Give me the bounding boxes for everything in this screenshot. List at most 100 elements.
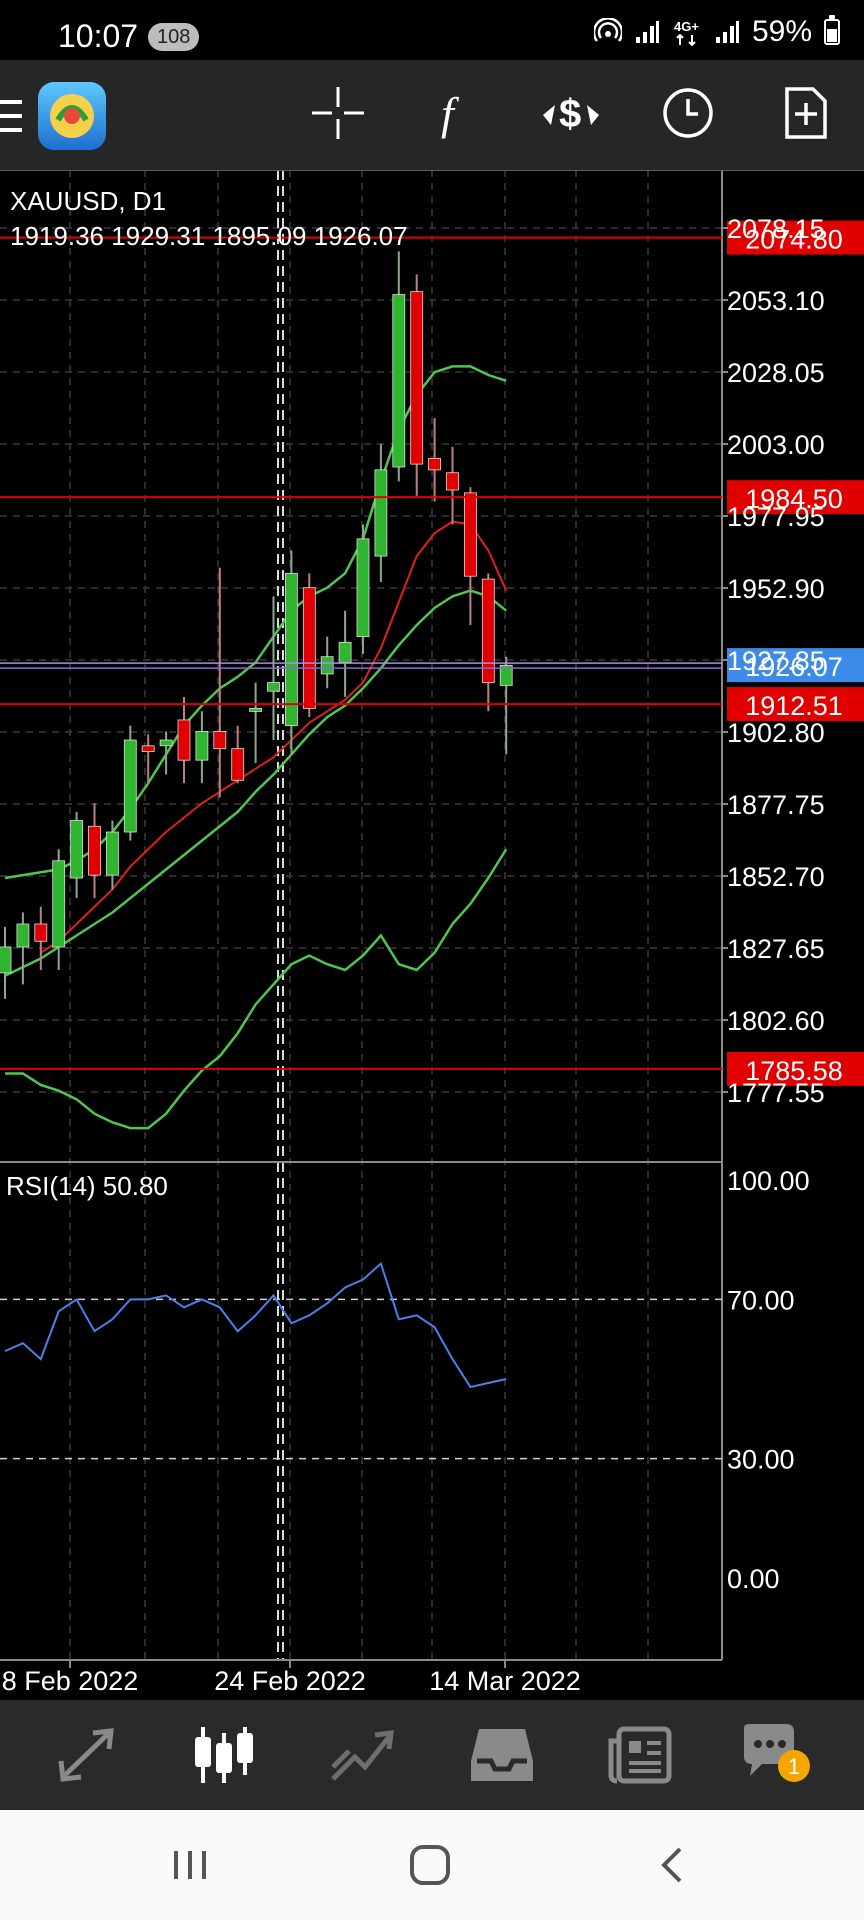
rsi-tick-label: 100.00	[727, 1166, 810, 1196]
time-tick-label: 14 Mar 2022	[429, 1666, 581, 1696]
price-tick-label: 1952.90	[727, 574, 825, 604]
candle-body	[446, 472, 459, 491]
candle-body	[428, 457, 442, 471]
price-tick-label: 1777.55	[727, 1078, 825, 1108]
current-price-label: 1926.07	[745, 652, 843, 682]
price-tick-label: 2053.10	[727, 286, 825, 316]
indicators-icon[interactable]: f	[420, 78, 490, 148]
svg-text:4G+: 4G+	[674, 19, 699, 34]
candle-body	[231, 748, 245, 781]
bollinger-upper-line	[4, 365, 507, 880]
candle-body	[195, 731, 209, 761]
price-tick-label: 2003.00	[727, 430, 825, 460]
candle-body	[52, 860, 66, 948]
price-tick-label: 1877.75	[727, 790, 825, 820]
candle-body	[70, 820, 83, 879]
candle-body	[141, 745, 155, 752]
price-levels: 2074.80 1984.50 1912.51 1785.58 1926.07	[0, 220, 864, 1086]
candles	[0, 251, 513, 999]
rsi-line	[4, 1261, 507, 1389]
rsi-tick-label: 70.00	[727, 1285, 795, 1315]
rsi-label: RSI(14) 50.80	[6, 1171, 168, 1201]
price-level-tag	[727, 1051, 864, 1086]
messages-badge-count: 1	[788, 1754, 800, 1779]
bollinger-lower-line	[5, 848, 508, 1130]
messages-tab-icon[interactable]: 1	[724, 1720, 824, 1790]
candle-body	[410, 291, 424, 465]
price-chart[interactable]: 2074.80 1984.50 1912.51 1785.58 1926.07 100.…	[0, 170, 864, 1700]
recent-apps-icon[interactable]	[160, 1840, 220, 1890]
system-navigation-bar	[0, 1810, 864, 1920]
ma-line	[40, 520, 508, 954]
news-tab-icon[interactable]	[600, 1720, 680, 1790]
svg-text:f: f	[441, 88, 460, 139]
time-tick-label: 8 Feb 2022	[2, 1666, 139, 1696]
price-tick-label: 1902.80	[727, 718, 825, 748]
price-level-tag	[727, 687, 864, 722]
candle-body	[302, 587, 316, 709]
menu-icon[interactable]	[0, 96, 24, 136]
objects-icon[interactable]: $	[536, 78, 606, 148]
candle-body	[88, 825, 101, 876]
chart-grid	[0, 170, 864, 1661]
candle-body	[16, 923, 30, 948]
candle-body	[123, 739, 137, 833]
timeframe-clock-icon[interactable]	[653, 78, 723, 148]
data-4g-icon: 4G+	[674, 19, 699, 47]
candle-body	[356, 538, 370, 637]
price-tick-label: 2078.15	[727, 214, 825, 244]
candle-body	[392, 294, 406, 468]
status-time: 10:07	[58, 18, 139, 54]
candle-body	[106, 831, 119, 876]
candle-body	[249, 708, 263, 712]
back-icon[interactable]	[644, 1840, 704, 1890]
battery-icon	[824, 15, 840, 45]
candle-body	[481, 578, 495, 683]
status-icons: 4G+ 59%	[593, 14, 840, 50]
signal-icon	[715, 21, 739, 43]
moving-average	[40, 520, 508, 954]
candle-body	[463, 492, 477, 577]
quotes-tab-icon[interactable]	[48, 1720, 128, 1790]
rsi-tick-label: 30.00	[727, 1445, 795, 1475]
chart-tab-icon[interactable]	[184, 1720, 264, 1790]
rsi-tick-label: 0.00	[727, 1564, 780, 1594]
candle-body	[177, 719, 191, 761]
candle-body	[338, 641, 352, 663]
candle-body	[0, 946, 12, 974]
crosshair-icon[interactable]	[303, 78, 373, 148]
chart-toolbar: f $	[0, 60, 864, 170]
notification-count-badge: 108	[148, 23, 200, 51]
price-level-label: 1912.51	[745, 691, 843, 721]
trade-tab-icon[interactable]	[322, 1720, 402, 1790]
battery-percent: 59%	[751, 15, 812, 48]
time-axis: 8 Feb 2022 24 Feb 2022 14 Mar 2022	[2, 1660, 581, 1696]
metatrader-logo	[36, 80, 108, 152]
price-level-label: 1785.58	[745, 1056, 843, 1086]
time-tick-label: 24 Feb 2022	[214, 1666, 366, 1696]
candle-body	[267, 682, 280, 692]
candle-body	[213, 731, 227, 750]
signal-icon	[635, 21, 659, 43]
price-tick-label: 1927.85	[727, 646, 825, 676]
candle-body	[34, 923, 48, 942]
price-axis: 2078.15 2053.10 2028.05 2003.00 1977.95 1952.…	[722, 214, 825, 1108]
bottom-navigation: 1	[0, 1700, 864, 1810]
price-level-tag	[727, 480, 864, 515]
history-tab-icon[interactable]	[462, 1720, 542, 1790]
price-level-label: 2074.80	[745, 225, 843, 255]
ohlc-label: 1919.36 1929.31 1895.09 1926.07	[10, 221, 408, 251]
price-level-tag	[727, 220, 864, 255]
current-price-tag	[727, 648, 864, 683]
home-icon[interactable]	[400, 1840, 460, 1890]
hotspot-icon	[593, 18, 622, 42]
candle-body	[499, 664, 513, 686]
price-tick-label: 1827.65	[727, 934, 825, 964]
symbol-label: XAUUSD, D1	[10, 186, 166, 216]
candle-body	[374, 469, 388, 557]
status-bar: 10:07 108 4G+ 59%	[0, 0, 864, 60]
svg-text:$: $	[559, 92, 581, 136]
candle-body	[284, 572, 298, 727]
price-tick-label: 2028.05	[727, 358, 825, 388]
new-order-icon[interactable]	[770, 78, 840, 148]
